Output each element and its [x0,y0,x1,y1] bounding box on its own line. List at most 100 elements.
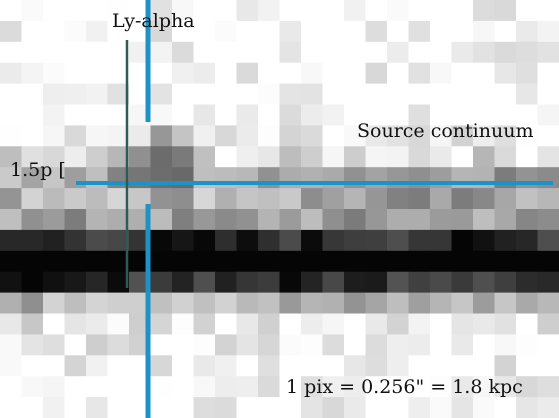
spectrum-pixel [43,104,66,126]
spectrum-pixel [258,313,281,335]
spectrum-pixel [430,250,453,273]
spectrum-pixel [150,83,173,106]
spectrum-pixel [21,334,44,356]
spectrum-pixel [279,0,302,22]
spectrum-pixel [387,146,410,168]
spectrum-pixel [215,209,238,231]
spectrum-pixel [86,125,109,147]
spectrum-pixel [344,292,367,315]
spectrum-pixel [258,62,281,85]
spectrum-pixel [301,0,324,22]
spectrum-pixel [172,62,195,85]
spectrum-pixel [258,125,281,147]
spectrum-pixel [215,334,238,356]
spectrum-pixel [21,83,44,106]
spectrum-pixel [21,41,44,64]
spectrum-pixel [430,146,453,168]
spectrum-pixel [150,355,173,377]
spectrum-pixel [172,229,195,252]
spectrum-pixel [344,355,367,377]
spectrum-pixel [473,355,496,377]
spectrum-pixel [365,334,388,356]
spectrum-pixel [430,167,453,189]
spectrum-pixel [387,355,410,377]
spectrum-pixel [64,146,87,168]
spectrum-pixel [473,397,496,418]
pixel-scale-label: 1 pix = 0.256" = 1.8 kpc [286,376,523,398]
spectrum-pixel [236,167,259,189]
spectrum-pixel [365,167,388,189]
spectrum-pixel [43,250,66,273]
scale-marker-label: 1.5p [ [10,159,66,181]
spectrum-pixel [193,397,216,418]
spectrum-pixel [516,355,539,377]
spectrum-pixel [408,376,431,398]
spectrum-pixel [473,20,496,43]
spectrum-pixel [430,355,453,377]
spectrum-pixel [365,41,388,64]
spectrum-pixel [43,41,66,64]
spectrum-pixel [301,376,324,398]
spectrum-pixel [150,334,173,356]
spectrum-pixel [43,20,66,43]
spectrum-pixel [86,397,109,418]
spectrum-pixel [408,355,431,377]
spectrum-pixel [0,0,23,22]
spectrum-pixel [430,313,453,335]
spectrum-pixel [408,167,431,189]
spectrum-pixel [473,188,496,210]
spectrum-pixel [193,167,216,189]
spectrum-pixel [537,0,559,22]
spectrum-pixel [64,104,87,126]
spectrum-pixel [279,83,302,106]
spectrum-pixel [516,334,539,356]
spectrum-pixel [279,229,302,252]
spectrum-pixel [215,0,238,22]
spectrum-pixel [172,146,195,168]
spectrum-pixel [387,376,410,398]
spectrum-pixel [301,146,324,168]
spectrum-pixel [537,209,559,231]
spectrum-pixel [537,292,559,315]
spectrum-pixel [473,62,496,85]
spectrum-pixel [0,20,23,43]
spectrum-pixel [516,376,539,398]
spectrum-pixel [279,167,302,189]
spectrum-pixel [451,313,474,335]
spectrum-pixel [215,250,238,273]
spectrum-pixel [451,188,474,210]
spectrum-pixel [365,397,388,418]
spectrum-pixel [516,104,539,126]
spectrum-pixel [236,376,259,398]
spectrum-pixel [301,41,324,64]
spectrum-pixel [344,62,367,85]
spectrum-pixel [344,167,367,189]
spectrum-pixel [64,376,87,398]
spectrum-pixel [430,334,453,356]
spectrum-pixel [129,167,152,189]
spectrum-pixel [0,355,23,377]
spectrum-pixel [86,20,109,43]
spectrum-pixel [172,376,195,398]
spectrum-pixel [516,209,539,231]
spectrum-pixel [537,229,559,252]
source-continuum-label: Source continuum [357,120,534,142]
spectrum-pixel [387,209,410,231]
spectrum-pixel [537,397,559,418]
spectrum-pixel [193,271,216,294]
spectrum-pixel [279,271,302,294]
spectrum-pixel [150,188,173,210]
spectrum-pixel [322,355,345,377]
spectrum-pixel [537,167,559,189]
spectrum-pixel [43,271,66,294]
spectrum-pixel [21,355,44,377]
spectrum-pixel [322,209,345,231]
spectrum-pixel [21,0,44,22]
spectrum-pixel [387,41,410,64]
spectrum-pixel [408,188,431,210]
spectrum-pixel [193,146,216,168]
spectrum-pixel [150,62,173,85]
spectrum-pixel [64,83,87,106]
spectrum-pixel [408,104,431,126]
spectrum-pixel [279,62,302,85]
